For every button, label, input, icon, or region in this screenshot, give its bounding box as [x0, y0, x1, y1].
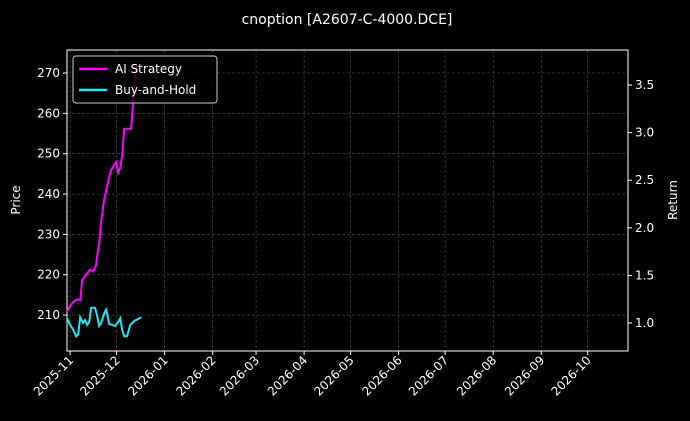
y-tick-label: 250 — [37, 147, 60, 161]
y-tick-label: 270 — [37, 66, 60, 80]
y2-tick-label: 1.0 — [635, 316, 654, 330]
chart-title: cnoption [A2607-C-4000.DCE] — [242, 12, 453, 28]
legend-label: Buy-and-Hold — [115, 83, 196, 97]
x-tick-label: 2026-08 — [454, 353, 499, 398]
y-tick-label: 260 — [37, 106, 60, 120]
line-series — [66, 306, 142, 338]
x-tick-label: 2026-03 — [217, 353, 262, 398]
x-tick-label: 2026-04 — [265, 353, 310, 398]
legend-box — [72, 55, 218, 104]
y-tick-label: 240 — [37, 187, 60, 201]
x-tick-label: 2026-05 — [311, 353, 356, 398]
legend-label: AI Strategy — [115, 62, 182, 76]
y2-tick-label: 2.0 — [635, 221, 654, 235]
x-tick-label: 2025-11 — [31, 353, 76, 398]
x-tick-label: 2026-01 — [125, 353, 170, 398]
y2-tick-label: 1.5 — [635, 268, 654, 282]
x-tick-label: 2026-07 — [406, 353, 451, 398]
y2-tick-label: 3.0 — [635, 126, 654, 140]
y2-axis-label: Return — [666, 180, 680, 220]
y2-tick-label: 3.5 — [635, 78, 654, 92]
x-tick-label: 2026-06 — [359, 353, 404, 398]
x-tick-label: 2025-12 — [77, 353, 122, 398]
x-tick-label: 2026-09 — [502, 353, 547, 398]
y-axis-label: Price — [9, 185, 23, 214]
x-tick-label: 2026-02 — [173, 353, 218, 398]
y-tick-label: 230 — [37, 227, 60, 241]
line-series — [66, 64, 139, 313]
y-tick-label: 210 — [37, 308, 60, 322]
y-tick-label: 220 — [37, 268, 60, 282]
x-tick-label: 2026-10 — [548, 353, 593, 398]
plot-frame — [66, 49, 629, 352]
y2-tick-label: 2.5 — [635, 173, 654, 187]
